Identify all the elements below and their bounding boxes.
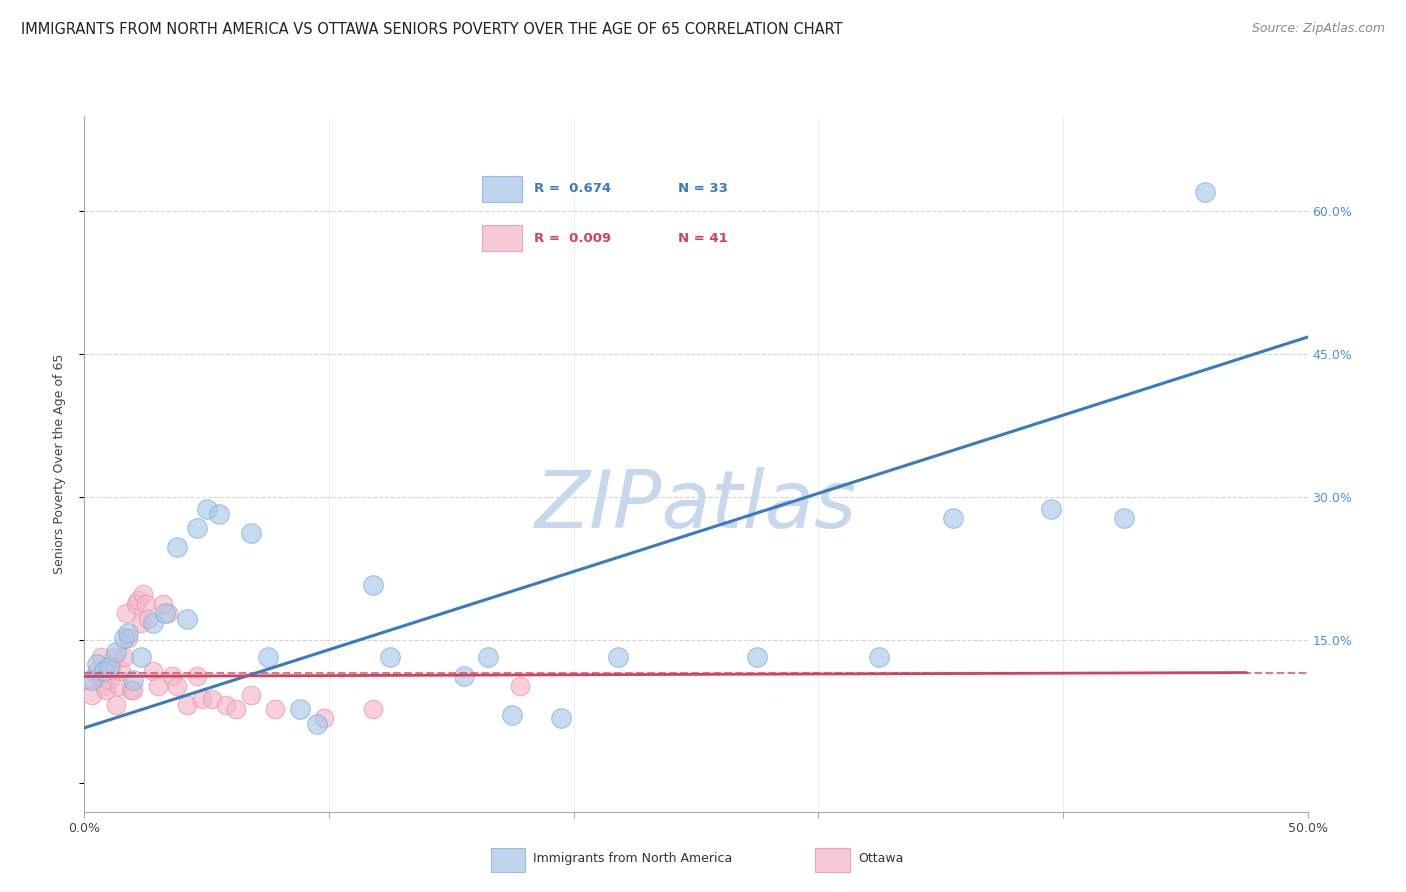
Point — [80, 689, 103, 703]
FancyBboxPatch shape — [482, 226, 522, 252]
Point — [90, 650, 112, 665]
Point — [305, 717, 328, 731]
Text: IMMIGRANTS FROM NORTH AMERICA VS OTTAWA SENIORS POVERTY OVER THE AGE OF 65 CORRE: IMMIGRANTS FROM NORTH AMERICA VS OTTAWA … — [21, 22, 842, 37]
Point — [186, 669, 208, 683]
Point — [97, 673, 120, 688]
Point — [509, 679, 531, 693]
Point — [502, 707, 524, 722]
Y-axis label: Seniors Poverty Over the Age of 65: Seniors Poverty Over the Age of 65 — [53, 353, 66, 574]
Point — [477, 650, 499, 665]
Point — [176, 698, 198, 712]
Point — [239, 689, 262, 703]
Point — [195, 501, 218, 516]
Point — [747, 650, 769, 665]
Point — [208, 508, 231, 522]
Point — [166, 540, 188, 554]
Point — [215, 698, 238, 712]
Point — [105, 644, 128, 658]
Point — [200, 692, 222, 706]
Point — [191, 692, 214, 706]
Point — [107, 679, 129, 693]
Point — [86, 664, 108, 678]
Point — [176, 612, 198, 626]
Point — [264, 702, 287, 716]
Point — [1114, 511, 1136, 525]
Point — [100, 660, 122, 674]
Text: ZIPatlas: ZIPatlas — [534, 467, 858, 545]
Point — [288, 702, 311, 716]
Point — [96, 682, 118, 697]
Point — [127, 593, 149, 607]
Point — [550, 711, 572, 725]
Point — [1039, 501, 1062, 516]
Point — [136, 612, 159, 626]
Point — [129, 650, 152, 665]
Text: R =  0.674: R = 0.674 — [534, 182, 612, 195]
Text: R =  0.009: R = 0.009 — [534, 232, 612, 244]
Text: N = 41: N = 41 — [678, 232, 727, 244]
Point — [152, 597, 174, 611]
Point — [166, 679, 188, 693]
Point — [105, 698, 128, 712]
Point — [125, 597, 148, 611]
Point — [257, 650, 280, 665]
Point — [115, 607, 138, 621]
Point — [162, 669, 184, 683]
Point — [606, 650, 628, 665]
Point — [361, 578, 384, 592]
Point — [110, 664, 132, 678]
Point — [380, 650, 402, 665]
Point — [869, 650, 891, 665]
Point — [112, 650, 135, 665]
Point — [122, 682, 145, 697]
Point — [186, 521, 208, 535]
Point — [93, 679, 115, 693]
Point — [86, 657, 108, 671]
Point — [117, 632, 139, 646]
Point — [314, 711, 336, 725]
FancyBboxPatch shape — [491, 847, 526, 872]
Text: Immigrants from North America: Immigrants from North America — [533, 852, 733, 865]
Point — [1194, 185, 1216, 199]
Point — [120, 682, 142, 697]
Point — [112, 632, 135, 646]
Point — [93, 664, 115, 678]
Point — [97, 660, 120, 674]
Point — [129, 615, 152, 630]
Point — [80, 673, 103, 688]
Point — [87, 669, 110, 683]
Point — [146, 679, 169, 693]
Point — [135, 597, 157, 611]
Point — [942, 511, 965, 525]
Point — [153, 607, 176, 621]
Point — [77, 673, 100, 688]
Point — [142, 664, 165, 678]
Text: N = 33: N = 33 — [678, 182, 727, 195]
Point — [361, 702, 384, 716]
Point — [239, 526, 262, 541]
Point — [103, 650, 125, 665]
Point — [132, 587, 155, 601]
FancyBboxPatch shape — [815, 847, 851, 872]
Point — [142, 615, 165, 630]
Point — [156, 607, 179, 621]
Point — [453, 669, 475, 683]
Point — [117, 625, 139, 640]
FancyBboxPatch shape — [482, 176, 522, 202]
Text: Source: ZipAtlas.com: Source: ZipAtlas.com — [1251, 22, 1385, 36]
Text: Ottawa: Ottawa — [858, 852, 904, 865]
Point — [225, 702, 247, 716]
Point — [122, 673, 145, 688]
